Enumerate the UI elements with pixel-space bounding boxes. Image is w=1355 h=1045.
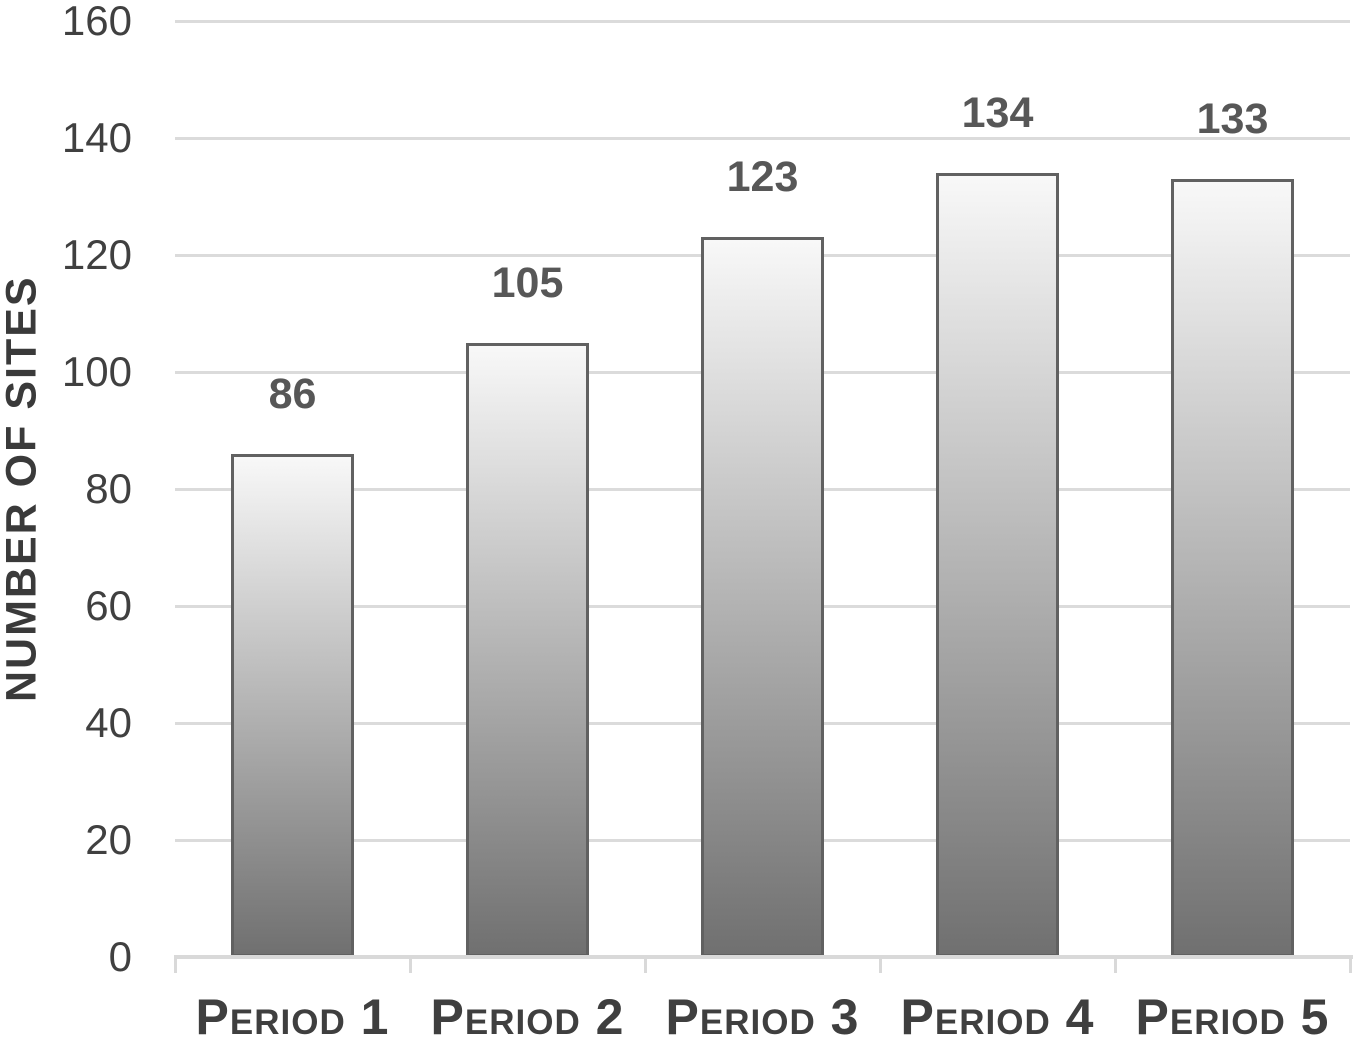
bar-period-2 [466,342,589,957]
bar-value-label: 123 [726,153,799,202]
bar-value-label: 134 [961,89,1034,138]
gridline-160 [175,19,1350,23]
category-label-4: Period 4 [900,989,1095,1045]
bar-period-5 [1171,178,1294,957]
x-axis-tick [408,955,412,973]
gridline-140 [175,136,1350,140]
x-axis-tick [878,955,882,973]
plot-area [175,19,1350,957]
x-axis-tick [1348,955,1352,973]
y-tick-label-120: 120 [61,231,132,278]
category-label-3: Period 3 [665,989,860,1045]
bar-value-label: 86 [268,369,317,418]
y-tick-label-100: 100 [61,348,132,395]
y-tick-label-20: 20 [85,816,132,863]
x-axis-line [175,955,1353,959]
y-tick-label-40: 40 [85,699,132,746]
bar-period-3 [701,237,824,957]
category-label-2: Period 2 [430,989,625,1045]
y-tick-label-0: 0 [108,933,132,980]
category-label-1: Period 1 [195,989,390,1045]
bar-value-label: 105 [491,258,564,307]
y-tick-label-60: 60 [85,582,132,629]
bar-value-label: 133 [1196,94,1269,143]
x-axis-tick [1113,955,1117,973]
y-tick-label-80: 80 [85,465,132,512]
y-tick-label-160: 160 [61,0,132,44]
bar-period-1 [231,453,354,957]
y-tick-label-140: 140 [61,114,132,161]
x-axis-tick [643,955,647,973]
x-axis-tick [173,955,177,973]
bar-period-4 [936,173,1059,957]
category-label-5: Period 5 [1135,989,1330,1045]
